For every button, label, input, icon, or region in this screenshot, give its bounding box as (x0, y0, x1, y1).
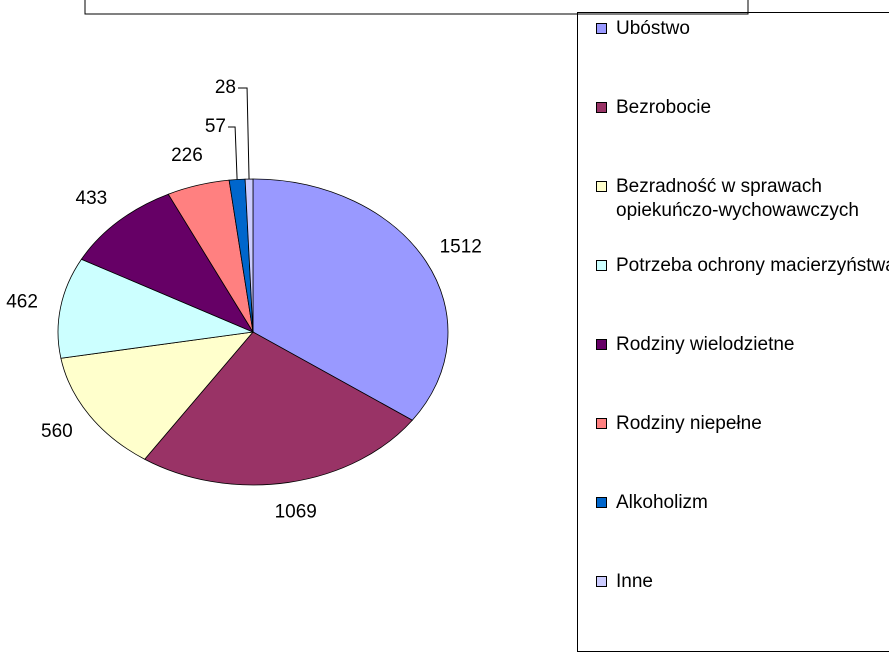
pie-slice (60, 331, 254, 460)
legend-item: Bezradność w sprawach opiekuńczo-wychowa… (594, 175, 889, 223)
legend-item: Rodziny niepełne (594, 412, 889, 436)
legend-label: Rodziny wielodzietne (616, 334, 795, 355)
legend-swatch (596, 260, 607, 271)
data-label: 462 (6, 291, 38, 312)
legend-label: Rodziny niepełne (616, 413, 762, 434)
data-label: 57 (205, 116, 226, 137)
legend-label: Bezradność w sprawach opiekuńczo-wychowa… (616, 176, 859, 221)
pie-slice (144, 331, 413, 486)
pie-slice (57, 258, 255, 359)
legend-item: Rodziny wielodzietne (594, 333, 889, 357)
legend-item: Alkoholizm (594, 491, 889, 515)
data-label: 1069 (275, 502, 317, 523)
data-label: 1512 (440, 237, 482, 258)
title-box (84, 0, 749, 15)
legend-swatch (596, 23, 607, 34)
legend-swatch (596, 576, 607, 587)
legend-label: Ubóstwo (616, 18, 690, 39)
legend-swatch (596, 418, 607, 429)
leader-line (238, 87, 250, 180)
data-label: 28 (215, 77, 236, 98)
pie-slice (252, 178, 449, 421)
data-label: 433 (76, 188, 108, 209)
data-label: 226 (171, 145, 203, 166)
legend-item: Bezrobocie (594, 96, 889, 120)
legend-label: Alkoholizm (616, 492, 708, 513)
pie-slice (80, 193, 254, 333)
legend-swatch (596, 497, 607, 508)
legend-label: Inne (616, 571, 653, 592)
legend-item: Inne (594, 570, 889, 594)
data-label: 560 (41, 421, 73, 442)
legend-label: Bezrobocie (616, 97, 712, 118)
legend: Ubóstwo Bezrobocie Bezradność w sprawach o… (577, 12, 889, 652)
legend-swatch (596, 181, 607, 192)
legend-item: Potrzeba ochrony macierzyństwa (594, 254, 889, 278)
legend-label: Potrzeba ochrony macierzyństwa (616, 255, 889, 276)
leader-line (228, 126, 238, 180)
legend-swatch (596, 339, 607, 350)
legend-swatch (596, 102, 607, 113)
legend-item: Ubóstwo (594, 17, 889, 41)
